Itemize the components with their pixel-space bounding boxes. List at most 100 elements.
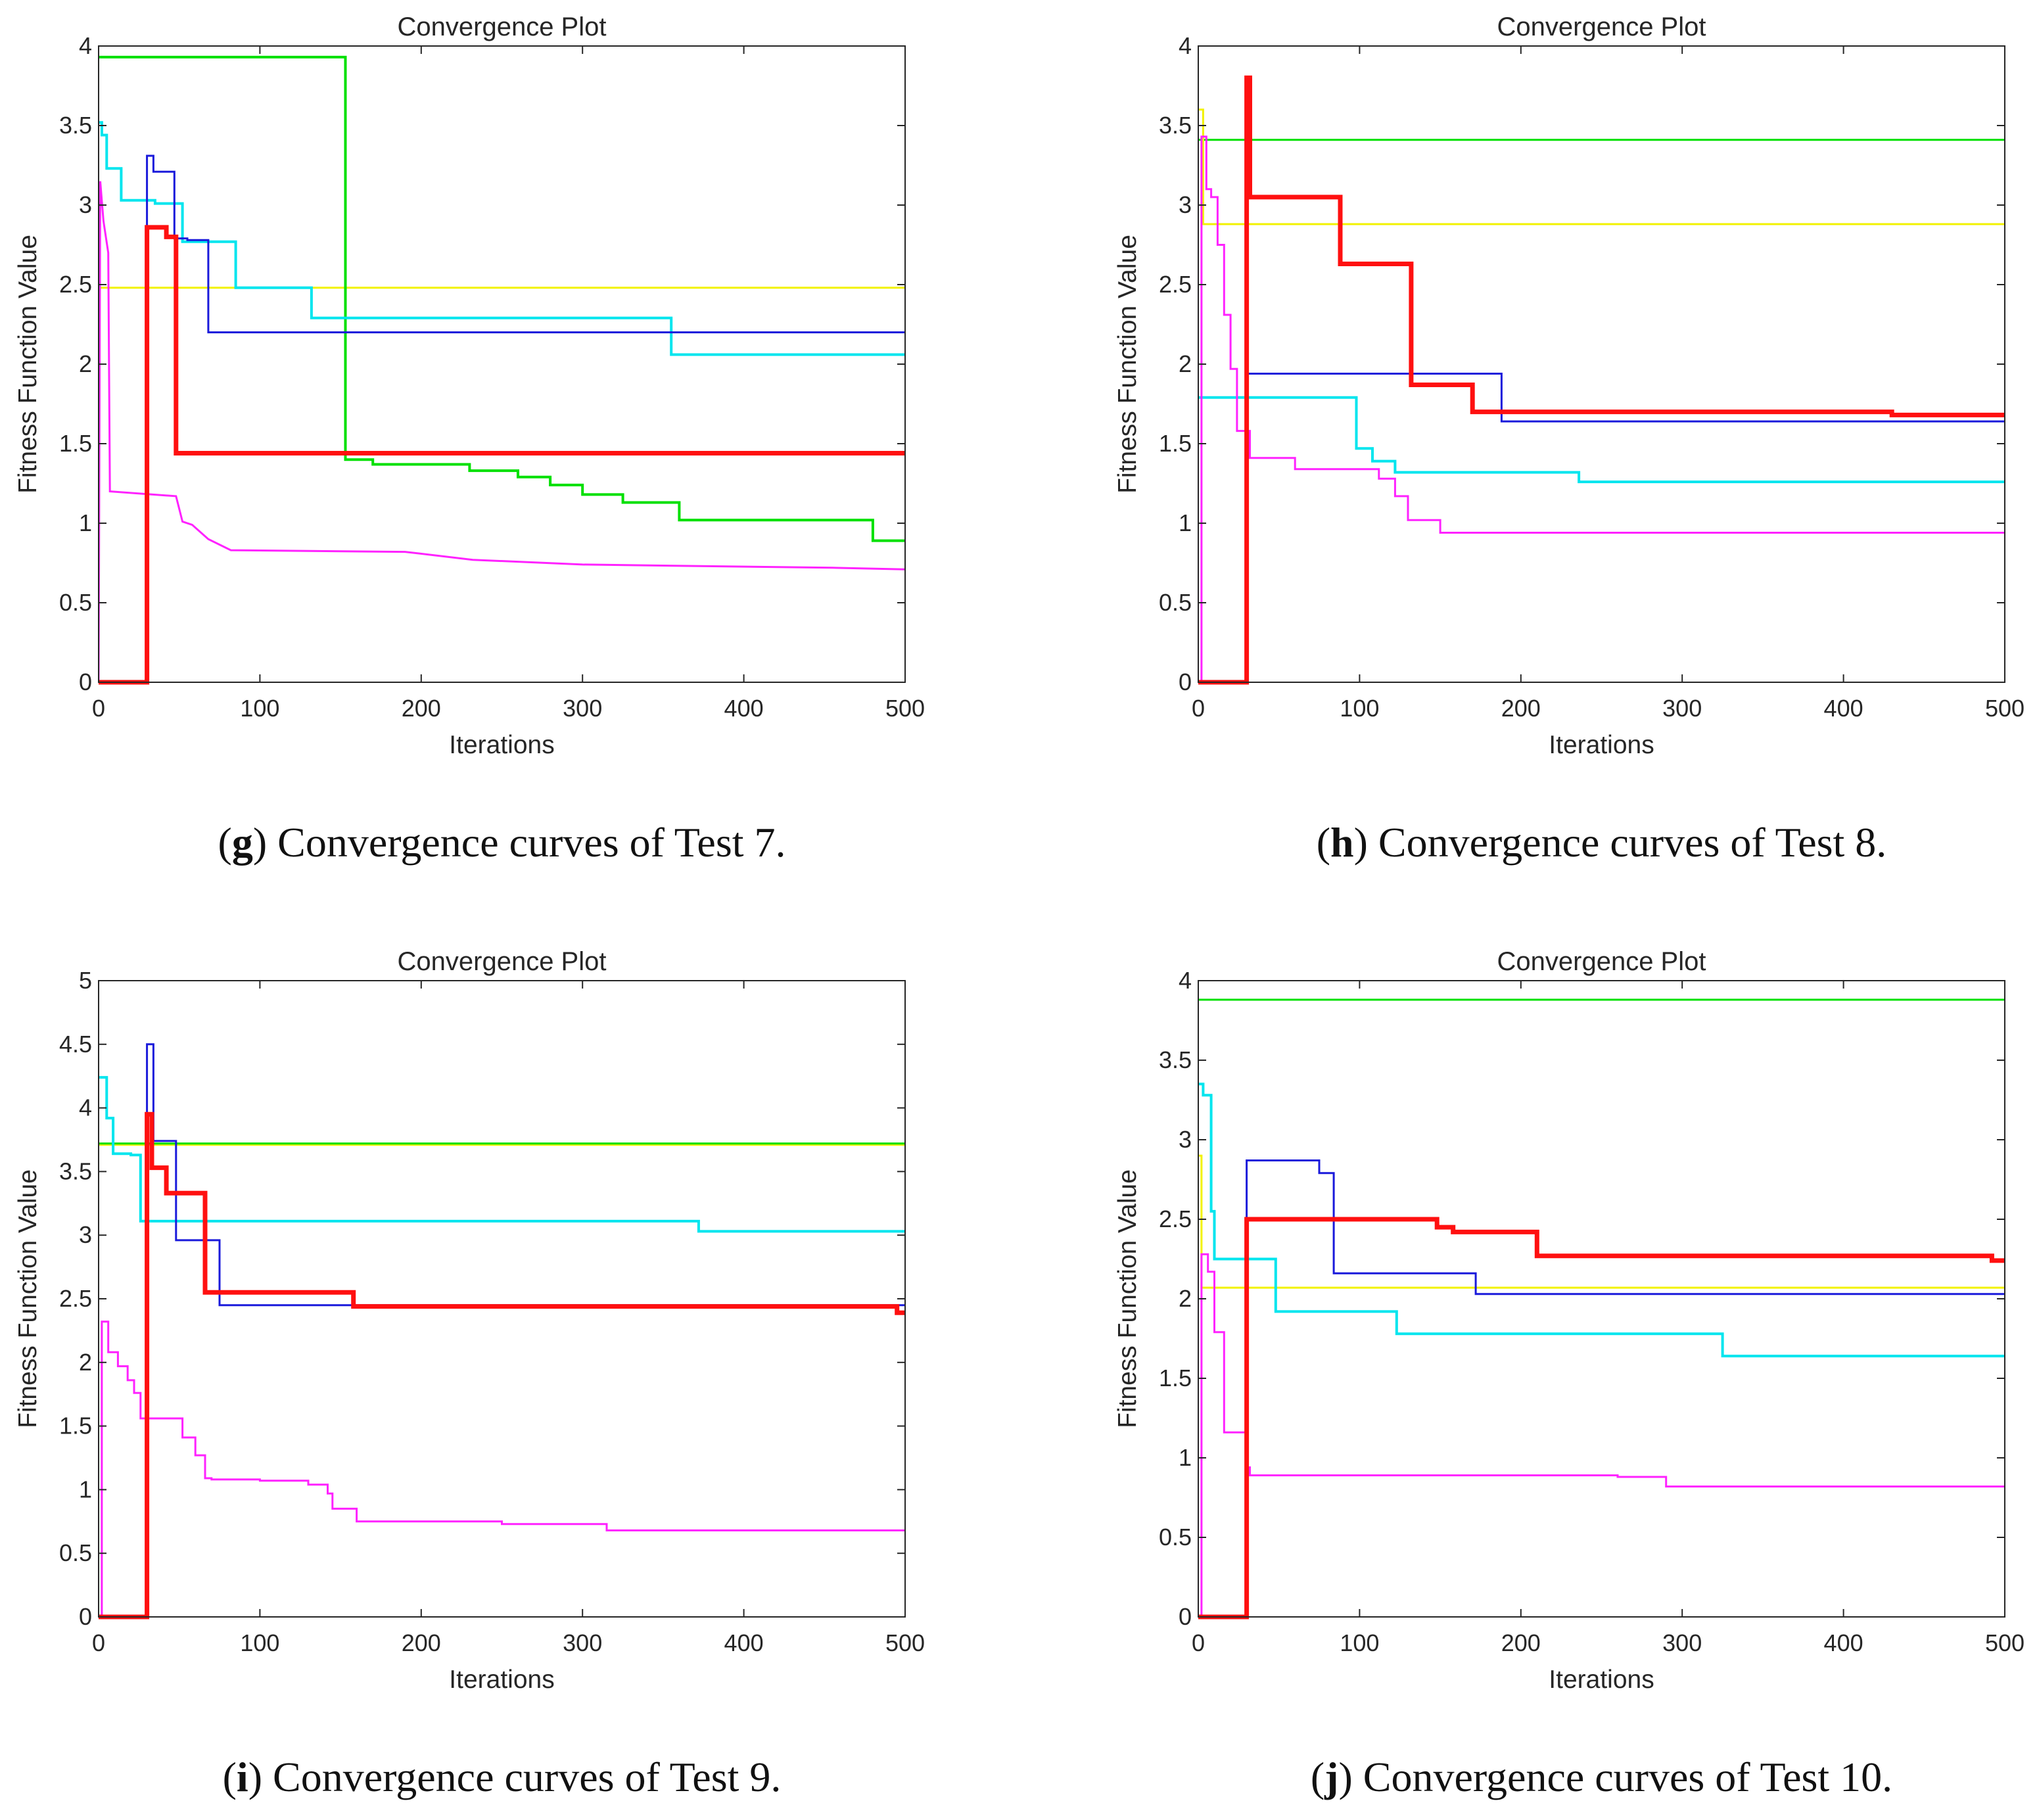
y-tick-label: 1.5 — [59, 430, 92, 457]
x-tick-label: 500 — [1985, 1629, 2025, 1656]
x-tick-label: 400 — [1824, 1629, 1863, 1656]
series-line-magenta — [1198, 1253, 2005, 1618]
y-tick-label: 1 — [1179, 1444, 1192, 1471]
series-line-cyan — [1198, 1083, 2005, 1358]
y-tick-label: 3.5 — [1159, 112, 1192, 139]
chart-panel-3: 0 100 200 300 400 500 0 0.5 1 1.5 2 2.5 3 3.5 4 Converg… — [1113, 947, 2025, 1800]
y-tick-label: 2.5 — [59, 271, 92, 298]
x-tick-label: 500 — [885, 1629, 925, 1656]
y-tick-label: 3.5 — [59, 1157, 92, 1184]
x-axis-label: Iterations — [1549, 731, 1654, 759]
y-tick-label: 3 — [79, 1221, 92, 1248]
y-tick-label: 3 — [1179, 1126, 1192, 1153]
caption-letter: g — [232, 819, 253, 866]
x-tick-label: 300 — [1662, 695, 1702, 722]
series-line-magenta — [99, 1320, 905, 1618]
caption-open-paren: ( — [1317, 819, 1330, 866]
x-tick-label: 200 — [402, 1629, 441, 1656]
series-group — [1198, 75, 2005, 685]
panel-caption: (i) Convergence curves of Test 9. — [223, 1754, 782, 1800]
x-tick-label: 200 — [402, 695, 441, 722]
x-tick-label: 500 — [885, 695, 925, 722]
plot-area — [1198, 46, 2005, 682]
chart-panel-0: 0 100 200 300 400 500 0 0.5 1 1.5 2 2.5 3 3.5 4 Converg… — [14, 12, 925, 866]
y-tick-label: 2.5 — [59, 1285, 92, 1312]
y-tick-label: 1 — [79, 509, 92, 536]
series-line-cyan — [99, 1076, 905, 1233]
caption-text: Convergence curves of Test 8. — [1368, 819, 1886, 866]
x-tick-label: 100 — [1340, 695, 1379, 722]
y-tick-label: 0 — [1179, 668, 1192, 695]
y-tick-label: 2 — [1179, 1285, 1192, 1312]
chart-title: Convergence Plot — [1497, 947, 1706, 976]
y-tick-label: 4 — [1179, 967, 1192, 994]
y-tick-label: 0 — [1179, 1603, 1192, 1630]
x-axis-label: Iterations — [449, 731, 554, 759]
y-tick-label: 2 — [79, 1349, 92, 1376]
y-tick-label: 0.5 — [1159, 589, 1192, 616]
x-tick-label: 400 — [724, 695, 764, 722]
plot-area — [99, 46, 905, 682]
y-tick-label: 1 — [1179, 509, 1192, 536]
panel-caption: (j) Convergence curves of Test 10. — [1311, 1754, 1892, 1800]
caption-text: Convergence curves of Test 10. — [1353, 1754, 1892, 1800]
y-tick-label: 0 — [79, 668, 92, 695]
x-tick-label: 200 — [1501, 1629, 1541, 1656]
plot-area — [99, 981, 905, 1617]
x-axis-label: Iterations — [1549, 1666, 1654, 1694]
y-tick-label: 3.5 — [59, 112, 92, 139]
caption-text: Convergence curves of Test 9. — [262, 1754, 781, 1800]
caption-letter: j — [1324, 1754, 1338, 1800]
caption-letter: i — [237, 1754, 248, 1800]
plot-area — [1198, 981, 2005, 1617]
series-line-cyan — [99, 121, 905, 356]
series-line-yellow — [1198, 1154, 2005, 1289]
caption-text: Convergence curves of Test 7. — [267, 819, 785, 866]
panel-caption: (g) Convergence curves of Test 7. — [218, 819, 786, 866]
panel-caption: (h) Convergence curves of Test 8. — [1317, 819, 1887, 866]
x-tick-label: 500 — [1985, 695, 2025, 722]
chart-title: Convergence Plot — [398, 12, 607, 41]
series-line-cyan — [1198, 396, 2005, 484]
x-tick-label: 300 — [1662, 1629, 1702, 1656]
y-tick-label: 3 — [1179, 191, 1192, 218]
y-tick-label: 0.5 — [59, 589, 92, 616]
y-tick-label: 3 — [79, 191, 92, 218]
y-axis-label: Fitness Function Value — [14, 235, 42, 494]
caption-open-paren: ( — [223, 1754, 237, 1800]
y-axis-label: Fitness Function Value — [1113, 235, 1142, 494]
y-axis-label: Fitness Function Value — [14, 1169, 42, 1428]
x-tick-label: 200 — [1501, 695, 1541, 722]
series-line-red — [99, 1111, 905, 1620]
y-tick-label: 0.5 — [59, 1539, 92, 1566]
y-tick-label: 0.5 — [1159, 1524, 1192, 1551]
x-tick-label: 400 — [724, 1629, 764, 1656]
x-axis-label: Iterations — [449, 1666, 554, 1694]
series-line-magenta — [1198, 135, 2005, 684]
x-tick-label: 400 — [1824, 695, 1863, 722]
caption-close-paren: ) — [1338, 1754, 1352, 1800]
chart-panel-1: 0 100 200 300 400 500 0 0.5 1 1.5 2 2.5 3 3.5 4 Converg… — [1113, 12, 2025, 866]
x-tick-label: 300 — [563, 695, 602, 722]
y-tick-label: 4.5 — [59, 1031, 92, 1058]
y-tick-label: 2 — [79, 350, 92, 377]
chart-title: Convergence Plot — [1497, 12, 1706, 41]
y-tick-label: 2.5 — [1159, 1205, 1192, 1232]
y-tick-label: 1.5 — [1159, 430, 1192, 457]
y-tick-label: 2 — [1179, 350, 1192, 377]
caption-close-paren: ) — [248, 1754, 262, 1800]
y-axis-label: Fitness Function Value — [1113, 1169, 1142, 1428]
x-tick-label: 100 — [240, 695, 279, 722]
y-tick-label: 0 — [79, 1603, 92, 1630]
y-tick-label: 1 — [79, 1476, 92, 1503]
x-tick-label: 300 — [563, 1629, 602, 1656]
x-tick-label: 100 — [1340, 1629, 1379, 1656]
caption-close-paren: ) — [1354, 819, 1368, 866]
series-line-yellow — [1198, 108, 2005, 225]
x-tick-label: 0 — [1192, 695, 1205, 722]
x-tick-label: 0 — [92, 1629, 105, 1656]
y-tick-label: 5 — [79, 967, 92, 994]
y-tick-label: 4 — [79, 32, 92, 59]
y-tick-label: 1.5 — [59, 1412, 92, 1439]
chart-title: Convergence Plot — [398, 947, 607, 976]
